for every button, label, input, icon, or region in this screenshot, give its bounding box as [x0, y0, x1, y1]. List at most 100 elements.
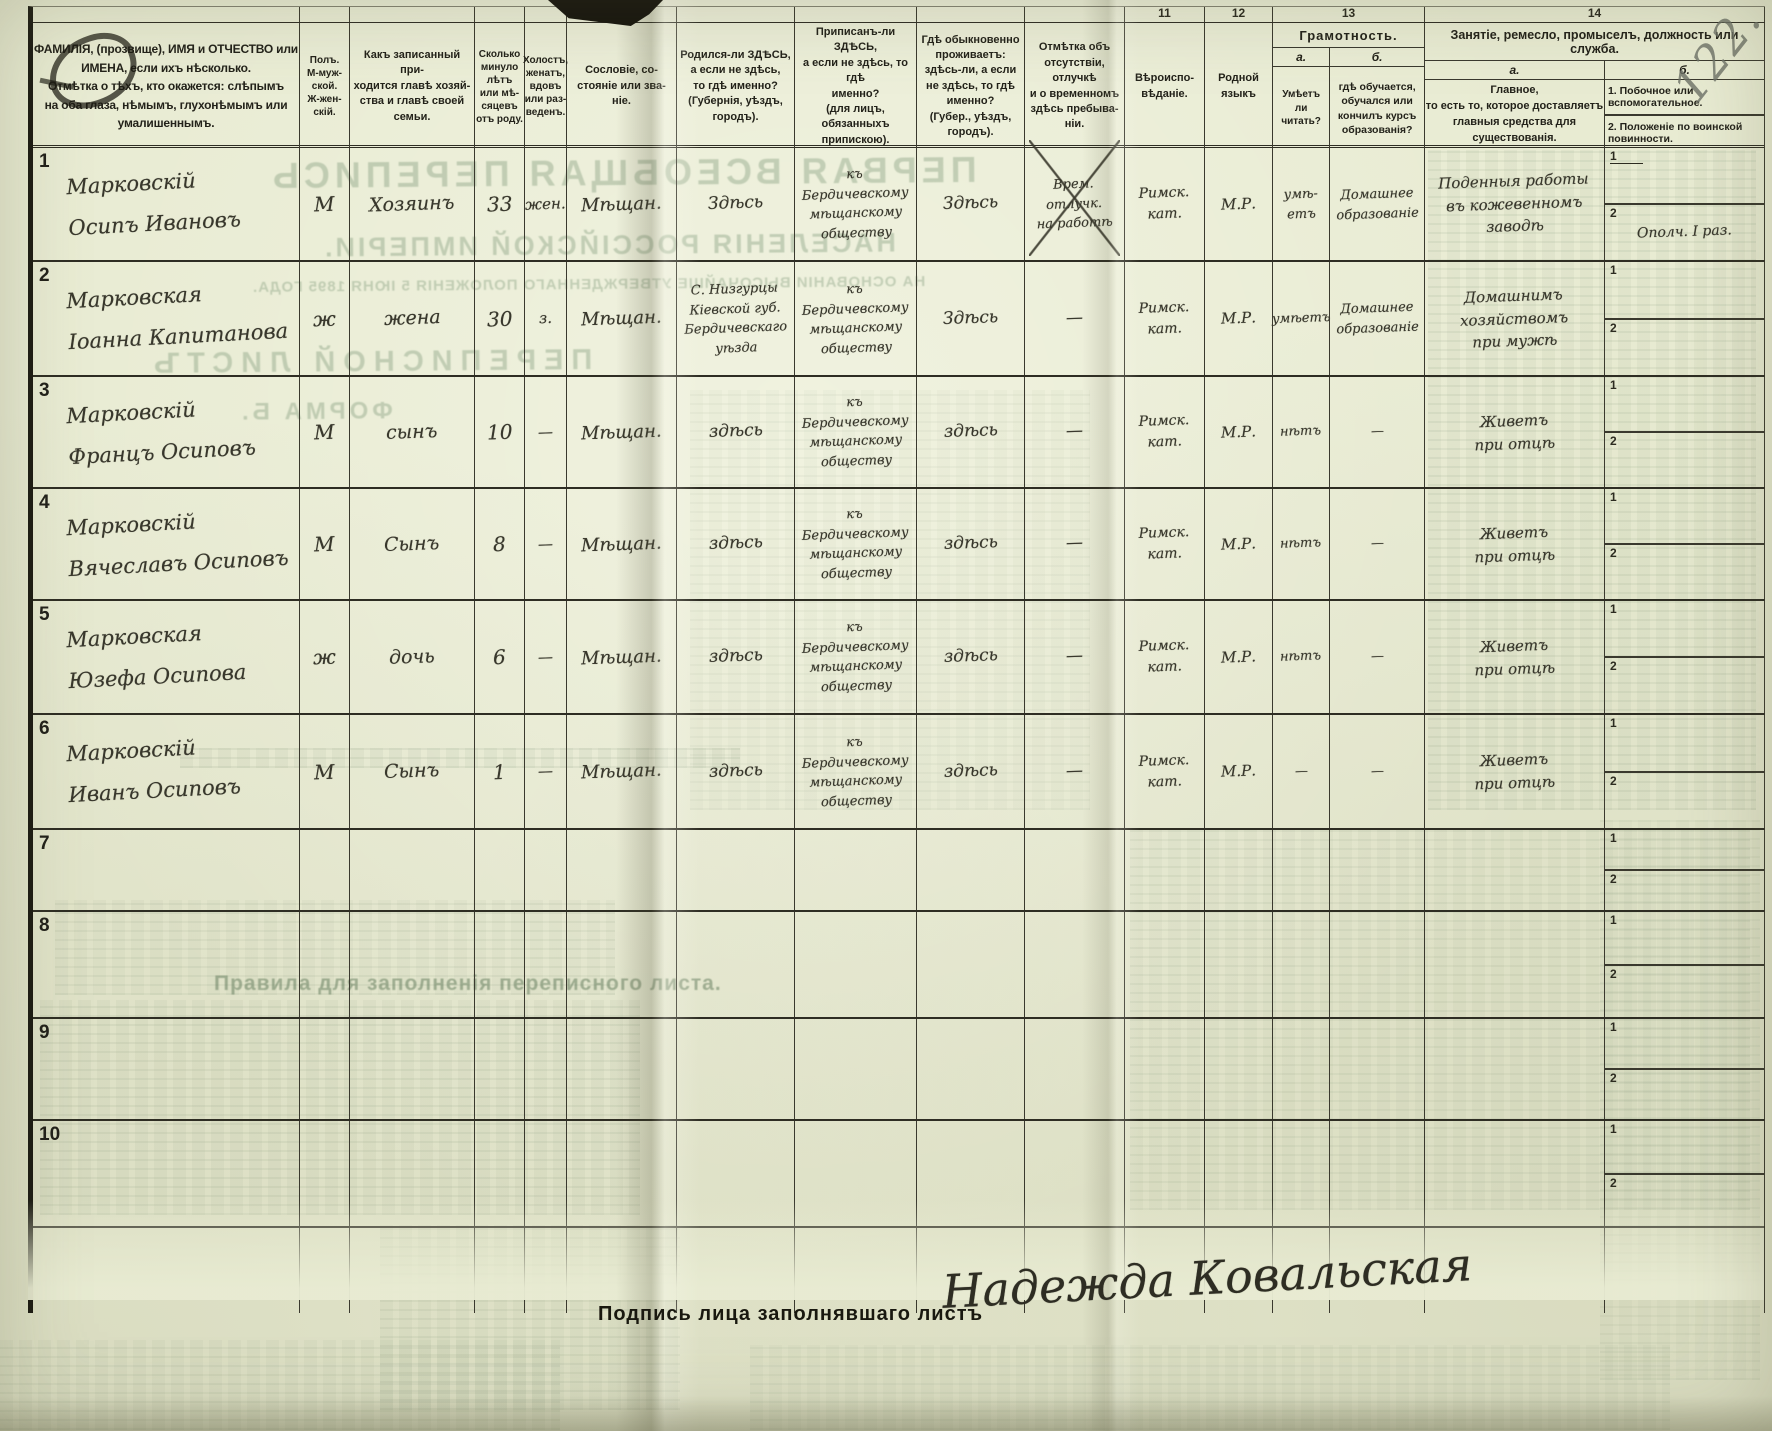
cell-residence [917, 912, 1025, 1017]
cell-occupation-side: 1 2 [1605, 377, 1765, 487]
cell-occupation-side: 1 2 [1605, 830, 1765, 910]
cell-marital: — [525, 377, 567, 487]
row-number: 9 [39, 1022, 50, 1043]
cell-occupation-side: 1 2 [1605, 1121, 1765, 1226]
cell-sex: М [300, 489, 350, 599]
cell-literacy-read: умѣ- етъ [1273, 148, 1330, 260]
column-number [917, 7, 1025, 22]
cell-language: М.Р. [1205, 715, 1273, 828]
cell-birthplace: здѣсь [677, 715, 795, 828]
row-number: 7 [39, 833, 50, 854]
column-number-strip: 11 12 13 14 [33, 7, 1765, 23]
signature-label: Подпись лица заполнявшаго листъ [598, 1303, 984, 1325]
cell-registered: къ Бердичевскому мѣщанскому обществу [795, 489, 917, 599]
occupation-side-1: 1 [1610, 716, 1617, 730]
table-row: 1 Марковскій Осипъ Ивановъ М Хозяинъ 33 ж… [33, 140, 1765, 262]
table-row: 8 1 2 [33, 912, 1765, 1019]
cell-estate: Мѣщан. [567, 715, 677, 828]
table-row: 7 1 2 [33, 830, 1765, 912]
cell-occupation-main: Живетъ при отцѣ [1425, 489, 1605, 599]
cell-estate: Мѣщан. [567, 262, 677, 375]
header-occupation-title: Занятіе, ремесло, промыселъ, должность и… [1425, 23, 1764, 61]
cell-estate: Мѣщан. [567, 601, 677, 713]
cell-age [475, 1121, 525, 1226]
occupation-side-2: 2 [1605, 963, 1764, 1018]
table-row: 3 Марковскій Францъ Осиповъ М сынъ 10 — М… [33, 377, 1765, 489]
cell-marital: з. [525, 262, 567, 375]
cell-residence [917, 1019, 1025, 1119]
occupation-side-1: 1 [1610, 1122, 1617, 1136]
header-occupation-ab: а. б. [1425, 61, 1764, 80]
cell-literacy-read [1273, 912, 1330, 1017]
header-literacy-title: Грамотность. [1273, 23, 1424, 48]
column-number: 11 [1125, 7, 1205, 22]
cell-age: 6 [475, 601, 525, 713]
bleedthrough-texture [0, 1340, 560, 1430]
cell-registered [795, 830, 917, 910]
header-relation: Какъ записанный при- ходится главѣ хозяй… [350, 23, 475, 151]
cell-marital: жен. [525, 148, 567, 260]
cell-religion [1125, 912, 1205, 1017]
cell-absence [1025, 1121, 1125, 1226]
occupation-side-2: 2 [1605, 431, 1764, 487]
cell-estate: Мѣщан. [567, 148, 677, 260]
cell-absence: Врем. отлучк. на работѣ [1025, 140, 1125, 260]
cell-absence: — [1025, 715, 1125, 828]
row-number: 3 [39, 380, 50, 401]
cell-occupation-side: 1 2 [1605, 715, 1765, 828]
occupation-side-1: 1 [1610, 1020, 1617, 1034]
cell-occupation-side: 1 2 Ополч. I раз. [1605, 148, 1765, 260]
cell-birthplace [677, 1019, 795, 1119]
cell-residence: здѣсь [917, 715, 1025, 828]
cell-literacy-read: нѣтъ [1273, 489, 1330, 599]
cell-name: 7 [33, 830, 300, 910]
cell-residence: Здѣсь [917, 262, 1025, 375]
cell-birthplace: здѣсь [677, 489, 795, 599]
cell-marital: — [525, 489, 567, 599]
cell-absence: — [1025, 377, 1125, 487]
cell-religion: Римск. кат. [1125, 377, 1205, 487]
cell-name: 2 Марковская Іоанна Капитанова [33, 262, 300, 375]
cell-absence: — [1025, 262, 1125, 375]
cell-age: 10 [475, 377, 525, 487]
cell-estate [567, 1019, 677, 1119]
cell-literacy-education: Домашнее образованіе [1330, 262, 1425, 375]
cell-occupation-main: Живетъ при отцѣ [1425, 601, 1605, 713]
column-number [1025, 7, 1125, 22]
cell-marital [525, 830, 567, 910]
cell-sex [300, 830, 350, 910]
row-number: 5 [39, 604, 50, 625]
cell-absence: — [1025, 601, 1125, 713]
cell-literacy-read [1273, 1121, 1330, 1226]
cell-registered [795, 912, 917, 1017]
row-number: 8 [39, 915, 50, 936]
cell-age: 30 [475, 262, 525, 375]
occupation-side-1: 1 [1610, 831, 1617, 845]
row-number: 2 [39, 265, 50, 286]
cell-estate: Мѣщан. [567, 377, 677, 487]
column-number [567, 7, 677, 22]
occupation-side-1: 1 [1610, 913, 1617, 927]
cell-estate [567, 1121, 677, 1226]
cell-birthplace [677, 912, 795, 1017]
row-number: 1 [39, 151, 50, 172]
header-occupation-main: Главное, то есть то, которое доставляетъ… [1425, 80, 1605, 151]
cell-relation: сынъ [350, 377, 475, 487]
cell-sex [300, 1121, 350, 1226]
cell-occupation-main [1425, 1019, 1605, 1119]
cell-occupation-side: 1 2 [1605, 262, 1765, 375]
table-row: 5 Марковская Юзефа Осипова ж дочь 6 — Мѣщ… [33, 601, 1765, 715]
cell-name: 1 Марковскій Осипъ Ивановъ [33, 148, 300, 260]
column-number [350, 7, 475, 22]
bleedthrough-rules-heading: Правила для заполненія переписного листа… [214, 972, 722, 995]
cell-religion: Римск. кат. [1125, 262, 1205, 375]
occupation-side-2: 2 [1605, 543, 1764, 599]
cell-absence: — [1025, 489, 1125, 599]
header-age: Сколько минуло лѣтъ или мѣ- сяцевъ отъ р… [475, 23, 525, 151]
header-occupation-side-1: 1. Побочное или вспомогательное. [1604, 80, 1764, 117]
cell-language: М.Р. [1205, 489, 1273, 599]
cell-age [475, 1019, 525, 1119]
cell-name: 4 Марковскій Вячеславъ Осиповъ [33, 489, 300, 599]
cell-registered: къ Бердичевскому мѣщанскому обществу [795, 601, 917, 713]
cell-literacy-read: нѣтъ [1273, 377, 1330, 487]
